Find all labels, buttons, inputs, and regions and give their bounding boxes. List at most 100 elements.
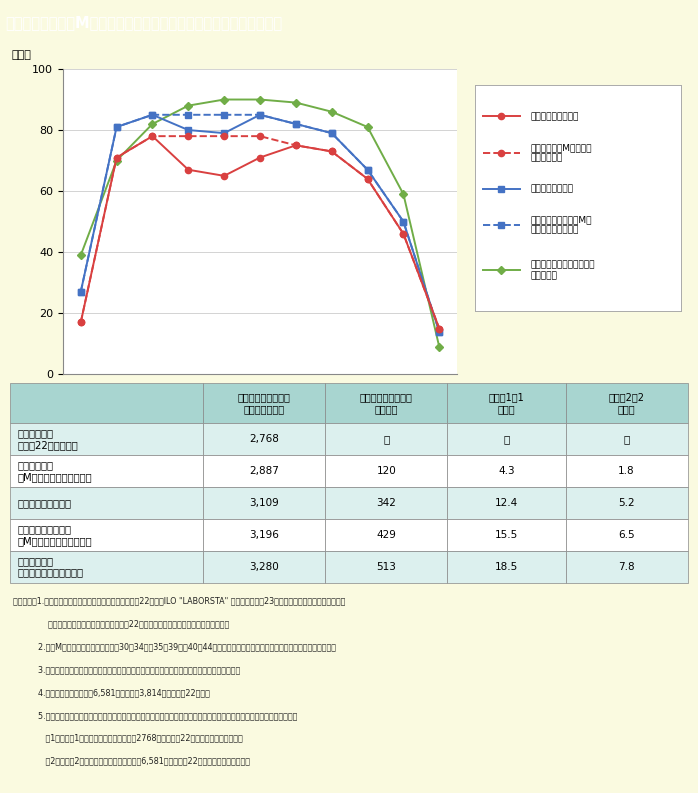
Text: 〜: 〜 [149, 412, 156, 423]
Bar [10, 551, 203, 583]
Bar [325, 551, 447, 583]
Text: 120: 120 [376, 466, 396, 476]
Text: 15: 15 [74, 396, 87, 406]
Bar [447, 423, 565, 455]
Text: 54: 54 [325, 429, 339, 439]
Bar [565, 383, 688, 423]
Text: 3,280: 3,280 [249, 562, 279, 572]
Text: （備考）　1.　总務省「労働力調査（詳細集計）」（平成22年）、ILO "LABORSTA" より作成。平成23年の結果は岩手県、宮城県及び福: （備考） 1. 总務省「労働力調査（詳細集計）」（平成22年）、ILO "LAB… [13, 596, 345, 606]
Text: 増加猂1＊1
（％）: 増加猂1＊1 （％） [489, 393, 524, 414]
Text: ⒒労働力人口
（M字カーブ解消の場合）: ⒒労働力人口 （M字カーブ解消の場合） [17, 460, 92, 481]
Text: 3.　潜在的労働力率＝（労働力人口＋非労働力人口のうち就業希望の者）／１５歳以上人口。: 3. 潜在的労働力率＝（労働力人口＋非労働力人口のうち就業希望の者）／１５歳以上… [13, 665, 239, 674]
Text: 〜: 〜 [292, 412, 299, 423]
Bar [325, 519, 447, 551]
Text: －: － [383, 434, 389, 444]
Bar [203, 423, 325, 455]
Bar [10, 487, 203, 519]
Text: 29: 29 [146, 429, 159, 439]
Text: 60: 60 [397, 396, 410, 406]
Text: ⒑労働力人口
（平成22年度実績）: ⒑労働力人口 （平成22年度実績） [17, 428, 78, 450]
Text: 上: 上 [436, 429, 443, 439]
Bar [565, 423, 688, 455]
Text: 〜: 〜 [364, 412, 371, 423]
Text: 59: 59 [361, 429, 374, 439]
Text: 429: 429 [376, 530, 396, 540]
Bar [565, 551, 688, 583]
Text: 4.　労働力人口男女計：6,581万人、男恐3,814万人（平成22年）。: 4. 労働力人口男女計：6,581万人、男恐3,814万人（平成22年）。 [13, 688, 209, 697]
Text: 44: 44 [253, 429, 267, 439]
Text: 24: 24 [110, 429, 124, 439]
Text: 342: 342 [376, 498, 396, 508]
Text: 25: 25 [146, 396, 159, 406]
Text: 〜: 〜 [185, 412, 191, 423]
Bar [565, 455, 688, 487]
Text: 65: 65 [433, 396, 446, 406]
Text: 7.8: 7.8 [618, 562, 635, 572]
Bar [447, 519, 565, 551]
Text: 64: 64 [396, 429, 410, 439]
Text: 2.　「M字カーブ解消の場合」は、30～34歳、35～39歳、40～44歳の労働力率を２５～２９歳と同じ数値と仮定したもの。: 2. 「M字カーブ解消の場合」は、30～34歳、35～39歳、40～44歳の労働… [13, 642, 336, 651]
Text: 55: 55 [361, 396, 374, 406]
Text: 40: 40 [253, 396, 267, 406]
Text: 3,109: 3,109 [249, 498, 279, 508]
Text: 50: 50 [325, 396, 339, 406]
Text: ⑸労働力率がスウェーデン
と同じ場合: ⑸労働力率がスウェーデン と同じ場合 [530, 260, 595, 280]
Bar [203, 487, 325, 519]
Text: ＊2「増加猂2」：　労働力人口（男女計）6,581万人（平成22年）を分母とした計算。: ＊2「増加猂2」： 労働力人口（男女計）6,581万人（平成22年）を分母とした… [13, 757, 249, 765]
Bar [203, 551, 325, 583]
Bar [203, 519, 325, 551]
Text: ⑷潜在的労働力率（M字
カーブ解消の場合）: ⑷潜在的労働力率（M字 カーブ解消の場合） [530, 215, 592, 235]
Text: 〜: 〜 [221, 412, 228, 423]
Text: －: － [623, 434, 630, 444]
Bar [325, 423, 447, 455]
Text: 513: 513 [376, 562, 396, 572]
Text: ⑶潜在的労働力率: ⑶潜在的労働力率 [530, 184, 573, 193]
Text: 49: 49 [289, 429, 302, 439]
Text: 1.8: 1.8 [618, 466, 635, 476]
Text: 20: 20 [110, 396, 123, 406]
Bar [565, 519, 688, 551]
Text: 19: 19 [74, 429, 87, 439]
Text: 〜: 〜 [77, 412, 84, 423]
Text: 34: 34 [181, 429, 195, 439]
Text: 実績と比べた増加分
（万人）: 実績と比べた増加分 （万人） [359, 393, 413, 414]
Text: （歳）: （歳） [461, 396, 480, 406]
Text: 労働力人口（女性）
の試算（万人）: 労働力人口（女性） の試算（万人） [238, 393, 291, 414]
Text: 第１－２－３図　M字カーブ解消による女性の労働力人口増加の試算: 第１－２－３図 M字カーブ解消による女性の労働力人口増加の試算 [6, 16, 283, 30]
Text: 〜: 〜 [400, 412, 406, 423]
Text: 4.3: 4.3 [498, 466, 514, 476]
Text: 2,887: 2,887 [249, 466, 279, 476]
Text: 30: 30 [181, 396, 195, 406]
Text: 島県を除いた全国の実数であるため、22年の結果を引き続き使用することとする。: 島県を除いた全国の実数であるため、22年の結果を引き続き使用することとする。 [13, 619, 229, 629]
Text: ⑵労働力率（M字カーブ
解消の場合）: ⑵労働力率（M字カーブ 解消の場合） [530, 143, 592, 163]
Bar [10, 455, 203, 487]
Text: ＊1「増加猂1」：　労働力人口（女性）2768万人（平成22年）を分母とした計算。: ＊1「増加猂1」： 労働力人口（女性）2768万人（平成22年）を分母とした計算… [13, 734, 242, 743]
Bar [203, 455, 325, 487]
Text: （％）: （％） [12, 50, 31, 59]
Text: 5.2: 5.2 [618, 498, 635, 508]
Bar [325, 487, 447, 519]
Text: 〜: 〜 [257, 412, 263, 423]
Bar [203, 383, 325, 423]
Text: 15.5: 15.5 [495, 530, 518, 540]
Bar [10, 423, 203, 455]
Bar [10, 383, 203, 423]
Text: 6.5: 6.5 [618, 530, 635, 540]
Text: 12.4: 12.4 [495, 498, 518, 508]
Text: 39: 39 [218, 429, 231, 439]
Bar [447, 487, 565, 519]
Text: ⒔潜在的労働力人口
（M字カーブ解消の場合）: ⒔潜在的労働力人口 （M字カーブ解消の場合） [17, 524, 92, 546]
Text: ⒕労働力率が
スウェーデンと同じ場合: ⒕労働力率が スウェーデンと同じ場合 [17, 556, 83, 577]
Text: 〜: 〜 [329, 412, 335, 423]
Bar [325, 383, 447, 423]
Bar [325, 455, 447, 487]
Text: 45: 45 [289, 396, 302, 406]
Text: 〜: 〜 [114, 412, 120, 423]
Bar [10, 519, 203, 551]
Text: 2,768: 2,768 [249, 434, 279, 444]
Text: 3,196: 3,196 [249, 530, 279, 540]
Text: 35: 35 [218, 396, 231, 406]
Bar [565, 487, 688, 519]
Bar [447, 455, 565, 487]
Text: 18.5: 18.5 [495, 562, 518, 572]
